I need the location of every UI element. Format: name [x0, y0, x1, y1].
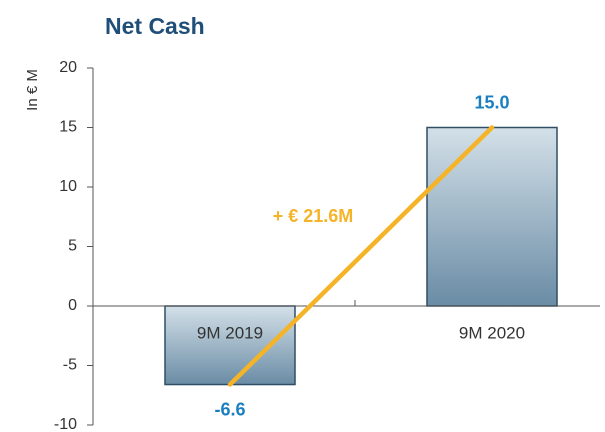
x-tick-label: 9M 2019: [197, 323, 263, 342]
bar: [164, 305, 296, 386]
chart-title: Net Cash: [105, 13, 205, 39]
value-label: 15.0: [474, 92, 509, 112]
value-label: -6.6: [214, 399, 245, 419]
y-tick-label: -5: [63, 357, 77, 374]
x-tick-label: 9M 2020: [459, 323, 525, 342]
y-axis-label: In € M: [24, 69, 41, 111]
annotation: + € 21.6M: [273, 206, 354, 226]
y-tick-label: -10: [54, 416, 77, 432]
bar: [426, 126, 558, 307]
y-tick-label: 20: [59, 59, 77, 76]
y-tick-label: 10: [59, 178, 77, 195]
y-tick-label: 0: [68, 297, 77, 314]
y-tick-label: 15: [59, 119, 77, 136]
y-tick-label: 5: [68, 238, 77, 255]
change-line: [227, 125, 495, 387]
